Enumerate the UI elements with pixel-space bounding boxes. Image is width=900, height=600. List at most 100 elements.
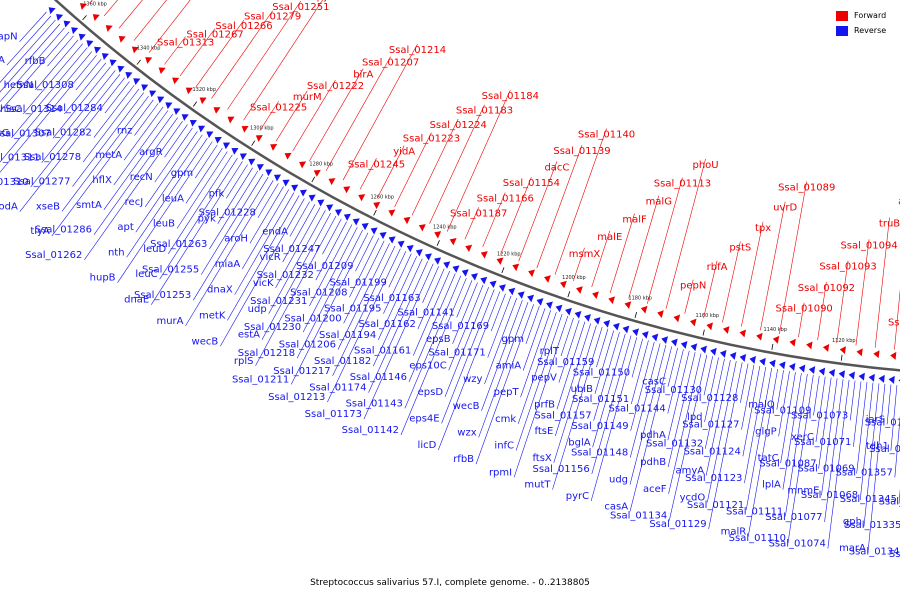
reverse-gene-label-leader bbox=[863, 383, 880, 527]
reverse-gene-arrow bbox=[868, 373, 875, 382]
reverse-gene-label-leader bbox=[667, 352, 696, 468]
reverse-gene-label-leader bbox=[558, 319, 580, 383]
forward-gene-label: Ssal_01092 bbox=[798, 283, 855, 294]
reverse-gene-label-leader bbox=[668, 354, 708, 521]
scale-tick-label: 1280 kbp bbox=[309, 162, 333, 168]
reverse-gene-arrow bbox=[256, 164, 264, 171]
reverse-gene-label-leader bbox=[894, 415, 900, 478]
reverse-gene-label-leader bbox=[164, 124, 188, 158]
forward-gene-label-leader bbox=[554, 128, 607, 275]
forward-gene-label-leader bbox=[855, 239, 870, 346]
forward-gene-label: Ssal_01222 bbox=[307, 81, 364, 92]
reverse-gene-label-leader bbox=[327, 248, 401, 403]
reverse-gene-label-leader bbox=[560, 317, 574, 357]
forward-gene-label-leader bbox=[275, 90, 308, 142]
reverse-gene-arrow bbox=[308, 194, 316, 202]
forward-gene-label: Ssal_01187 bbox=[450, 208, 507, 219]
reverse-gene-label-leader bbox=[84, 120, 183, 260]
reverse-gene-arrow bbox=[593, 317, 601, 325]
reverse-gene-arrow bbox=[603, 320, 611, 328]
reverse-gene-label-leader bbox=[159, 157, 238, 280]
reverse-gene-arrow bbox=[326, 204, 334, 212]
scale-tick bbox=[501, 267, 505, 274]
reverse-gene-label-leader bbox=[490, 293, 506, 332]
reverse-gene-label-leader bbox=[668, 353, 702, 494]
reverse-gene-label: Ssal_01150 bbox=[573, 367, 630, 378]
forward-gene-arrow bbox=[158, 67, 166, 75]
reverse-gene-label: recJ bbox=[125, 197, 144, 208]
reverse-gene-label-leader bbox=[554, 323, 591, 437]
reverse-gene-arrow bbox=[406, 244, 414, 253]
reverse-gene-label-leader bbox=[667, 347, 678, 387]
forward-gene-label-leader bbox=[874, 217, 890, 348]
reverse-gene-label-leader bbox=[404, 275, 462, 409]
reverse-gene-label-leader bbox=[631, 338, 643, 378]
scale-tick bbox=[251, 140, 256, 146]
reverse-gene-label: Ssal_01213 bbox=[268, 392, 325, 403]
reverse-gene-label: Ssal_01278 bbox=[24, 152, 81, 163]
reverse-gene-arrow bbox=[165, 102, 173, 110]
reverse-gene-label: rplS bbox=[234, 356, 254, 367]
reverse-gene-label: wecB bbox=[192, 336, 219, 347]
reverse-gene-label-leader bbox=[525, 306, 540, 345]
legend-reverse-label: Reverse bbox=[854, 26, 887, 35]
forward-gene-arrow bbox=[739, 329, 747, 338]
forward-gene-label-leader bbox=[227, 0, 302, 110]
reverse-gene-label: miaA bbox=[215, 259, 241, 270]
forward-gene-label-leader bbox=[259, 101, 279, 131]
reverse-gene-arrow bbox=[671, 338, 678, 347]
reverse-gene-label-leader bbox=[75, 58, 102, 91]
reverse-gene-label: dnaE bbox=[124, 295, 149, 306]
reverse-gene-label: gapN bbox=[0, 32, 18, 43]
reverse-gene-label-leader bbox=[167, 154, 233, 254]
reverse-gene-label-leader bbox=[441, 289, 495, 424]
reverse-gene-label: Ssal_01109 bbox=[754, 405, 811, 416]
reverse-gene-label-leader bbox=[747, 369, 778, 537]
reverse-gene-arrow bbox=[555, 304, 563, 313]
scale-tick-label: 1340 kbp bbox=[137, 46, 161, 52]
reverse-gene-label-leader bbox=[515, 314, 563, 451]
forward-gene-label: yidA bbox=[393, 147, 415, 158]
reverse-gene-arrow bbox=[223, 142, 231, 150]
forward-gene-label-leader bbox=[411, 118, 459, 216]
forward-gene-arrow bbox=[373, 201, 381, 210]
reverse-gene-label-leader bbox=[282, 204, 316, 263]
reverse-gene-arrow bbox=[317, 199, 325, 207]
forward-gene-arrow bbox=[185, 87, 193, 95]
reverse-gene-label-leader bbox=[448, 284, 484, 371]
reverse-gene-label-leader bbox=[194, 144, 218, 179]
forward-gene-arrow bbox=[756, 332, 763, 341]
reverse-gene-label: Ssal_01132 bbox=[646, 439, 703, 450]
reverse-gene-label: lplA bbox=[762, 480, 781, 491]
forward-gene-label-leader bbox=[148, 0, 191, 53]
forward-gene-label-leader bbox=[211, 10, 273, 99]
reverse-gene-arrow bbox=[878, 374, 885, 383]
forward-gene-label-leader bbox=[609, 213, 635, 293]
reverse-gene-label-leader bbox=[322, 218, 342, 255]
reverse-gene-label: infC bbox=[494, 441, 514, 452]
scale-tick-label: 1160 kbp bbox=[696, 313, 720, 319]
reverse-gene-arrow bbox=[149, 90, 157, 98]
forward-gene-label: truB bbox=[879, 219, 900, 230]
forward-gene-label: Ssal_01279 bbox=[244, 12, 301, 23]
forward-gene-arrow bbox=[789, 338, 796, 347]
reverse-gene-label-leader bbox=[0, 23, 61, 93]
reverse-gene-label-leader bbox=[520, 310, 551, 398]
reverse-gene-label: epsD bbox=[418, 387, 444, 398]
reverse-gene-label-leader bbox=[113, 110, 169, 186]
reverse-gene-arrow bbox=[206, 131, 214, 139]
reverse-gene-arrow bbox=[273, 174, 282, 182]
reverse-gene-label: Ssal_01156 bbox=[532, 464, 589, 475]
forward-gene-label-leader bbox=[798, 302, 805, 338]
forward-gene-label-leader bbox=[179, 28, 216, 77]
reverse-gene-arrow bbox=[335, 209, 343, 217]
scale-tick-label: 1200 kbp bbox=[562, 275, 586, 281]
reverse-gene-label-leader bbox=[744, 366, 767, 484]
reverse-gene-label-leader bbox=[193, 177, 269, 301]
reverse-gene-label: tlyA bbox=[30, 226, 50, 237]
reverse-gene-label-leader bbox=[51, 99, 154, 237]
reverse-gene-label: Ssal_01069 bbox=[797, 463, 854, 474]
reverse-gene-arrow bbox=[78, 33, 86, 41]
map-caption: Streptococcus salivarius 57.I, complete … bbox=[310, 578, 590, 588]
forward-gene-label: Ssal_01098 bbox=[888, 318, 900, 329]
